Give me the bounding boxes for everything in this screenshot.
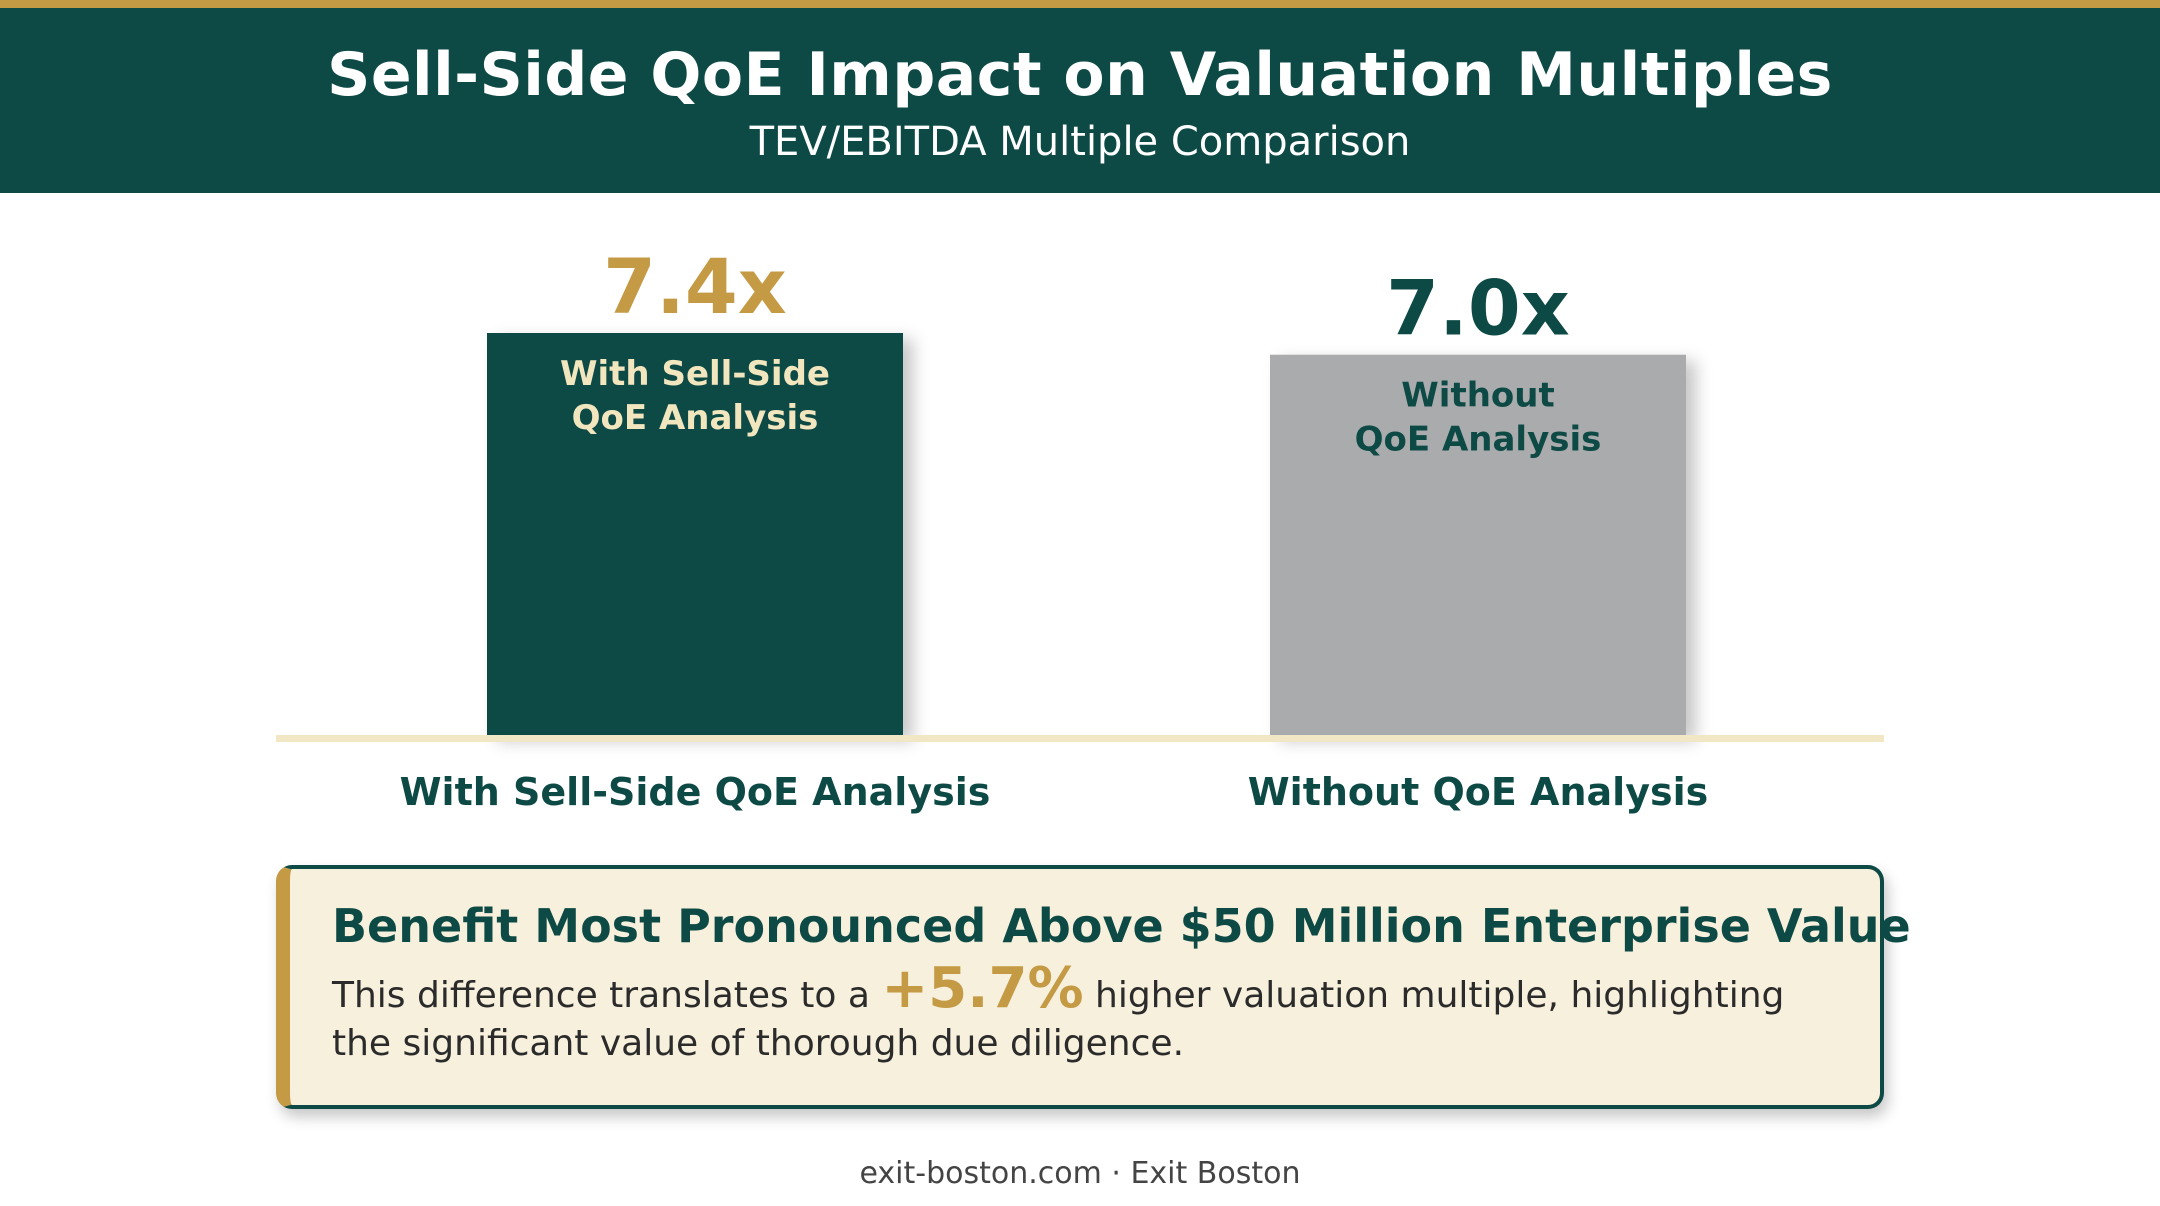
callout-body-text-start: This difference translates to a [332, 975, 882, 1016]
page-subtitle: TEV/EBITDA Multiple Comparison [749, 119, 1411, 165]
page-title: Sell-Side QoE Impact on Valuation Multip… [327, 40, 1833, 110]
category-label-with-qoe: With Sell-Side QoE Analysis [400, 770, 991, 814]
value-label-with-qoe: 7.4x [603, 242, 787, 331]
footer-credit: exit-boston.com · Exit Boston [859, 1156, 1301, 1191]
bar-with-qoe [487, 333, 903, 735]
value-label-without-qoe: 7.0x [1386, 264, 1570, 353]
callout-highlight-percentage: +5.7% [881, 956, 1084, 1021]
bar-without-qoe [1270, 354, 1686, 735]
header-banner: Sell-Side QoE Impact on Valuation Multip… [0, 8, 2160, 193]
bar-inner-label-without-qoe-line-1: Without [1401, 376, 1554, 416]
chart-baseline [276, 735, 1884, 742]
bar-inner-label-without-qoe-line-2: QoE Analysis [1355, 420, 1602, 460]
callout-heading: Benefit Most Pronounced Above $50 Millio… [332, 899, 1911, 953]
top-accent-stripe [0, 0, 2160, 8]
bar-inner-label-with-qoe-line-1: With Sell-Side [560, 354, 830, 394]
callout-body-text-end: higher valuation multiple, highlighting … [332, 975, 1785, 1064]
bar-inner-label-with-qoe-line-2: QoE Analysis [572, 398, 819, 438]
callout-body: This difference translates to a +5.7% hi… [332, 961, 1852, 1068]
benefit-callout: Benefit Most Pronounced Above $50 Millio… [276, 865, 1911, 1109]
category-label-without-qoe: Without QoE Analysis [1248, 770, 1708, 814]
